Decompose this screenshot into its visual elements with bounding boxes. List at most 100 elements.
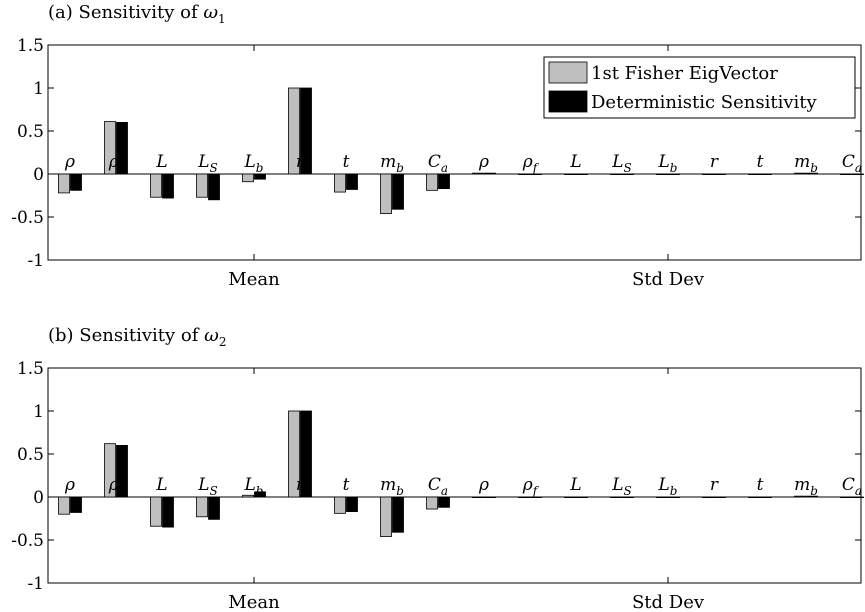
bar-deterministic xyxy=(576,496,588,499)
param-label: LS xyxy=(197,152,218,175)
legend-swatch-fisher xyxy=(548,61,588,84)
bar-deterministic xyxy=(346,173,358,190)
bar-fisher xyxy=(104,121,116,175)
bar-fisher xyxy=(242,173,254,183)
bar-fisher xyxy=(150,173,162,198)
bar-deterministic xyxy=(576,173,588,176)
bar-fisher xyxy=(748,496,760,499)
panel-title: (b) Sensitivity of ω2 xyxy=(48,325,226,349)
param-label: LS xyxy=(611,475,632,498)
param-label: ρ xyxy=(478,475,489,495)
bar-deterministic xyxy=(806,495,818,498)
bar-deterministic xyxy=(208,173,220,201)
param-label: LS xyxy=(611,152,632,175)
bar-fisher xyxy=(610,496,622,499)
y-tick-label: 1.5 xyxy=(17,359,44,379)
bar-fisher xyxy=(150,496,162,527)
bar-fisher xyxy=(288,87,300,175)
bar-deterministic xyxy=(622,173,634,176)
bar-fisher xyxy=(104,443,116,498)
param-label: mb xyxy=(380,475,404,498)
y-tick-label: -0.5 xyxy=(11,531,44,551)
param-label: mb xyxy=(794,475,818,498)
bar-deterministic xyxy=(70,173,82,191)
param-label: r xyxy=(296,475,305,495)
chart-panel-a: (a) Sensitivity of ω1 -1 -0.5 0 0.5 1 1.5 ρ ρf L L… xyxy=(11,2,864,290)
param-label: Ca xyxy=(842,152,862,175)
param-label: ρ xyxy=(64,475,75,495)
bar-deterministic xyxy=(714,173,726,176)
y-tick-label: 0.5 xyxy=(17,122,44,142)
bar-deterministic xyxy=(162,173,174,199)
param-label: L xyxy=(569,152,581,172)
bar-fisher xyxy=(334,496,346,514)
param-label: Ca xyxy=(428,475,448,498)
group-label: Mean xyxy=(228,269,280,290)
bar-fisher xyxy=(794,172,806,175)
bar-deterministic xyxy=(714,496,726,499)
bar-deterministic xyxy=(622,496,634,499)
bar-deterministic xyxy=(70,496,82,513)
bar-fisher xyxy=(288,410,300,498)
param-label: r xyxy=(710,152,719,172)
bar-deterministic xyxy=(760,173,772,176)
param-label: ρf xyxy=(108,152,126,175)
param-label: ρf xyxy=(522,152,540,175)
bar-fisher xyxy=(656,173,668,176)
bar-deterministic xyxy=(208,496,220,520)
param-label: L xyxy=(569,475,581,495)
bar-fisher xyxy=(702,496,714,499)
bar-deterministic xyxy=(116,444,128,498)
bar-deterministic xyxy=(530,496,542,499)
param-label: L xyxy=(155,152,167,172)
chart-panel-b: (b) Sensitivity of ω2 -1 -0.5 0 0.5 1 1.5 ρ ρf L L… xyxy=(11,325,864,612)
bar-fisher xyxy=(702,173,714,176)
bar-fisher xyxy=(242,494,254,498)
param-label: t xyxy=(343,152,350,172)
bar-deterministic xyxy=(668,173,680,176)
bar-fisher xyxy=(564,173,576,176)
bar-deterministic xyxy=(438,173,450,190)
legend-box xyxy=(543,56,856,119)
param-label: Lb xyxy=(658,152,678,175)
param-label: ρf xyxy=(522,475,540,498)
bar-deterministic xyxy=(392,496,404,533)
param-label: Lb xyxy=(658,475,678,498)
bar-deterministic xyxy=(346,496,358,513)
bar-fisher xyxy=(840,173,852,176)
param-label: Ca xyxy=(428,152,448,175)
param-label: r xyxy=(296,152,305,172)
bar-fisher xyxy=(656,496,668,499)
y-tick-label: 1 xyxy=(33,79,44,99)
y-tick-label: 0 xyxy=(33,165,44,185)
y-tick-label: 0 xyxy=(33,488,44,508)
legend-label: 1st Fisher EigVector xyxy=(591,63,778,84)
param-label: LS xyxy=(197,475,218,498)
bar-fisher xyxy=(472,496,484,499)
param-label: t xyxy=(757,152,764,172)
bar-deterministic xyxy=(760,496,772,499)
bar-deterministic xyxy=(852,173,864,176)
bar-fisher xyxy=(380,496,392,537)
bar-fisher xyxy=(794,495,806,498)
bar-fisher xyxy=(840,496,852,499)
bar-deterministic xyxy=(852,496,864,499)
y-tick-label: 0.5 xyxy=(17,445,44,465)
param-label: L xyxy=(155,475,167,495)
group-label: Std Dev xyxy=(632,269,705,290)
bar-fisher xyxy=(748,173,760,176)
bar-fisher xyxy=(426,173,438,191)
param-label: Lb xyxy=(244,475,264,498)
panel-title: (a) Sensitivity of ω1 xyxy=(48,2,226,26)
bar-deterministic xyxy=(392,173,404,210)
bar-deterministic xyxy=(484,496,496,499)
plot-frame xyxy=(47,367,862,584)
bar-deterministic xyxy=(668,496,680,499)
bar-fisher xyxy=(610,173,622,176)
legend-swatch-deterministic xyxy=(548,90,588,113)
group-label: Std Dev xyxy=(632,592,705,612)
bar-deterministic xyxy=(116,122,128,175)
bar-deterministic xyxy=(484,172,496,175)
param-label: mb xyxy=(794,152,818,175)
